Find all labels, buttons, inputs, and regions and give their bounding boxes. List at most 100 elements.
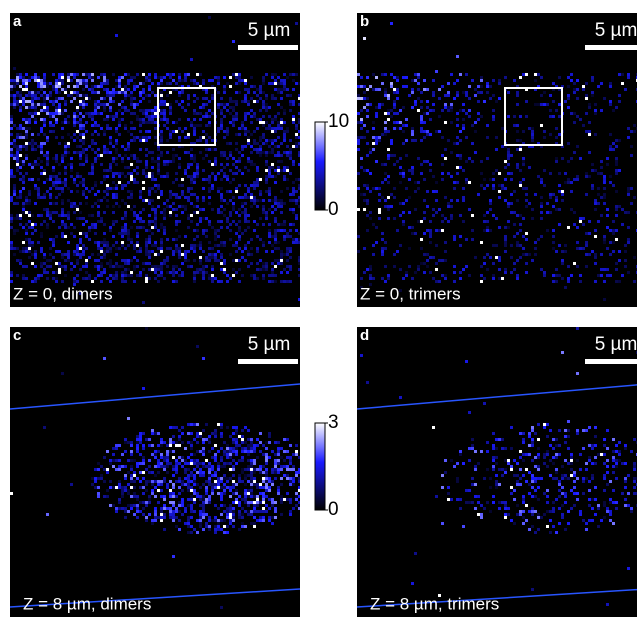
pixel: [43, 73, 46, 76]
pixel: [190, 181, 193, 184]
pixel: [295, 453, 298, 456]
pixel: [127, 145, 130, 148]
pixel: [76, 205, 79, 208]
pixel: [214, 157, 217, 160]
pixel: [202, 82, 205, 85]
pixel: [555, 160, 558, 163]
pixel: [229, 450, 232, 453]
pixel: [163, 277, 166, 280]
pixel: [250, 76, 253, 79]
pixel: [145, 112, 148, 115]
pixel: [450, 109, 453, 112]
pixel: [130, 450, 133, 453]
pixel: [241, 256, 244, 259]
pixel: [543, 513, 546, 516]
pixel: [585, 175, 588, 178]
pixel: [280, 465, 283, 468]
pixel: [217, 244, 220, 247]
pixel: [106, 468, 109, 471]
pixel: [531, 441, 534, 444]
pixel: [516, 513, 519, 516]
pixel: [115, 151, 118, 154]
pixel: [618, 453, 621, 456]
pixel: [154, 253, 157, 256]
pixel: [624, 447, 627, 450]
pixel: [22, 226, 25, 229]
pixel: [37, 112, 40, 115]
pixel: [199, 124, 202, 127]
pixel: [58, 262, 61, 265]
pixel: [79, 112, 82, 115]
pixel: [28, 256, 31, 259]
pixel: [94, 181, 97, 184]
pixel: [259, 91, 262, 94]
pixel: [256, 277, 259, 280]
pixel: [247, 513, 250, 516]
pixel: [516, 241, 519, 244]
pixel: [450, 199, 453, 202]
pixel: [462, 462, 465, 465]
pixel: [232, 441, 235, 444]
pixel: [145, 516, 148, 519]
pixel: [64, 235, 67, 238]
pixel: [82, 136, 85, 139]
pixel: [55, 178, 58, 181]
pixel: [235, 112, 238, 115]
pixel: [127, 181, 130, 184]
pixel: [166, 465, 169, 468]
pixel: [148, 214, 151, 217]
pixel: [10, 115, 13, 118]
pixel: [262, 76, 265, 79]
pixel: [10, 88, 13, 91]
pixel: [516, 163, 519, 166]
pixel: [103, 241, 106, 244]
pixel: [609, 498, 612, 501]
pixel: [411, 91, 414, 94]
pixel: [247, 100, 250, 103]
pixel: [127, 190, 130, 193]
pixel: [172, 516, 175, 519]
pixel: [124, 124, 127, 127]
pixel: [148, 250, 151, 253]
pixel: [232, 274, 235, 277]
pixel: [381, 73, 384, 76]
pixel: [286, 166, 289, 169]
pixel: [166, 453, 169, 456]
pixel: [597, 172, 600, 175]
pixel: [94, 106, 97, 109]
pixel: [381, 238, 384, 241]
pixel: [112, 486, 115, 489]
pixel: [169, 130, 172, 133]
pixel: [178, 136, 181, 139]
pixel: [52, 115, 55, 118]
pixel: [172, 268, 175, 271]
pixel: [369, 85, 372, 88]
pixel: [265, 495, 268, 498]
pixel: [235, 450, 238, 453]
pixel: [507, 163, 510, 166]
pixel: [271, 121, 274, 124]
pixel: [292, 187, 295, 190]
pixel: [166, 459, 169, 462]
pixel: [148, 175, 151, 178]
pixel: [181, 456, 184, 459]
pixel: [474, 130, 477, 133]
pixel: [295, 214, 298, 217]
pixel: [618, 94, 621, 97]
pixel: [103, 211, 106, 214]
pixel: [226, 462, 229, 465]
pixel: [229, 477, 232, 480]
pixel: [133, 211, 136, 214]
pixel: [289, 73, 292, 76]
pixel: [444, 277, 447, 280]
pixel: [145, 274, 148, 277]
pixel: [609, 513, 612, 516]
pixel: [214, 148, 217, 151]
pixel: [199, 73, 202, 76]
pixel: [573, 262, 576, 265]
pixel: [172, 492, 175, 495]
pixel: [97, 477, 100, 480]
pixel: [175, 208, 178, 211]
pixel: [241, 447, 244, 450]
pixel: [187, 163, 190, 166]
